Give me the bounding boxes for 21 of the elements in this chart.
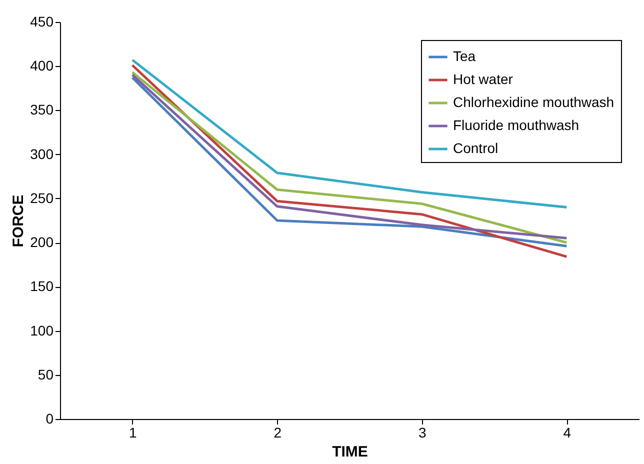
y-tick-label: 350 xyxy=(30,102,54,118)
x-axis-title: TIME xyxy=(332,444,368,460)
legend-label: Hot water xyxy=(453,71,514,87)
y-axis-title: FORCE xyxy=(10,194,28,248)
legend-label: Control xyxy=(453,140,498,156)
y-tick-label: 0 xyxy=(46,410,54,426)
x-tick-label: 3 xyxy=(418,424,426,440)
legend-label: Tea xyxy=(453,48,476,64)
y-tick-label: 150 xyxy=(30,278,54,294)
x-tick-label: 4 xyxy=(563,424,572,440)
x-tick-label: 2 xyxy=(274,424,282,440)
y-tick-label: 300 xyxy=(30,146,54,162)
y-tick-label: 100 xyxy=(30,322,54,338)
x-tick-label: 1 xyxy=(128,424,137,440)
y-tick-label: 200 xyxy=(30,234,54,250)
legend-label: Fluoride mouthwash xyxy=(453,117,580,133)
y-tick-label: 50 xyxy=(38,366,54,382)
y-tick-label: 450 xyxy=(30,14,54,30)
y-tick-label: 250 xyxy=(30,190,54,206)
y-tick-label: 400 xyxy=(30,58,54,74)
legend-label: Chlorhexidine mouthwash xyxy=(453,94,614,110)
